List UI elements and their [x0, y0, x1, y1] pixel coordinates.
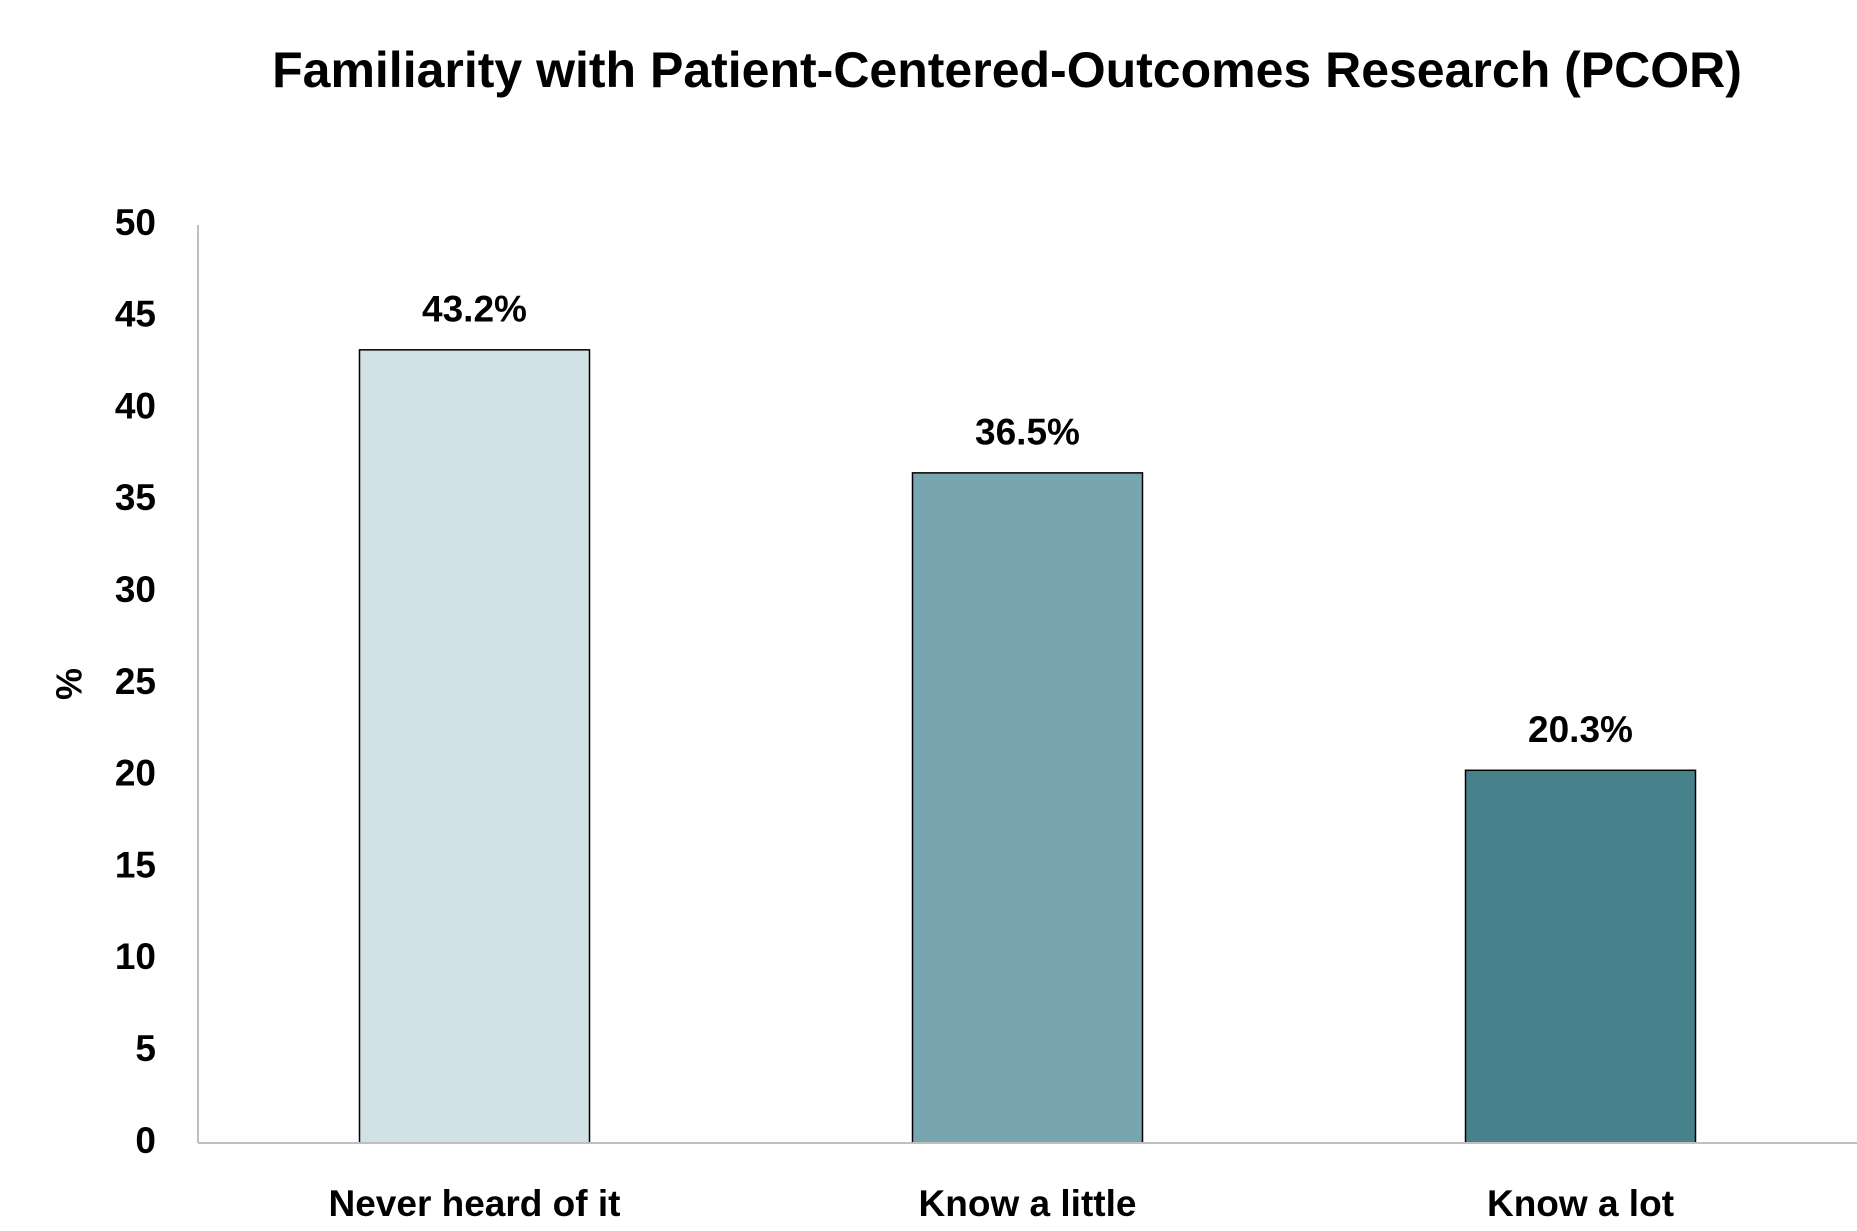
y-axis-label: % — [49, 668, 90, 700]
y-tick-label: 0 — [135, 1120, 156, 1161]
y-tick-label: 50 — [115, 202, 156, 243]
x-tick-label: Know a lot — [1487, 1183, 1674, 1224]
y-tick-label: 5 — [135, 1028, 156, 1069]
bar — [358, 349, 591, 1144]
y-tick-label: 15 — [115, 844, 156, 885]
value-label: 20.3% — [1528, 709, 1633, 750]
x-tick-label: Know a little — [919, 1183, 1137, 1224]
bar — [1464, 769, 1697, 1144]
chart-title: Familiarity with Patient-Centered-Outcom… — [272, 42, 1742, 98]
x-tick-label: Never heard of it — [329, 1183, 621, 1224]
y-tick-label: 10 — [115, 936, 156, 977]
y-tick-label: 45 — [115, 294, 156, 335]
y-tick-label: 30 — [115, 569, 156, 610]
value-label: 36.5% — [975, 412, 1080, 453]
bar — [911, 472, 1144, 1144]
y-tick-label: 20 — [115, 753, 156, 794]
y-tick-label: 25 — [115, 661, 156, 702]
y-tick-label: 35 — [115, 477, 156, 518]
y-tick-label: 40 — [115, 385, 156, 426]
value-label: 43.2% — [422, 289, 527, 330]
